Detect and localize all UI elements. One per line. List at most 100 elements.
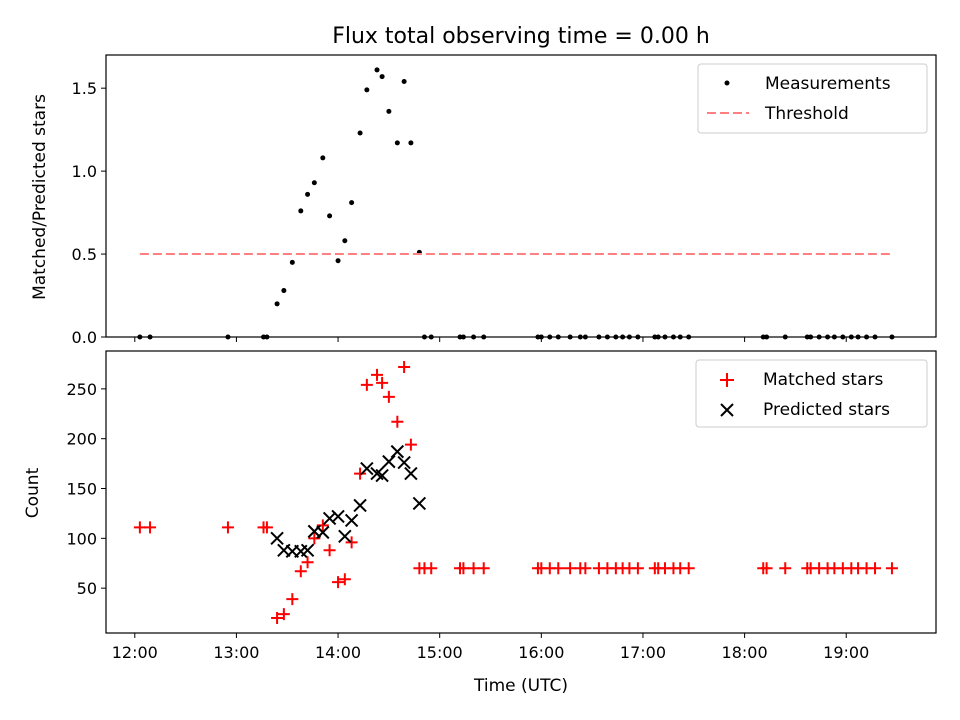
- predicted-star-point: [300, 543, 315, 558]
- legend-matched-marker: [720, 373, 734, 387]
- measurement-point: [379, 74, 385, 80]
- predicted-star-point: [375, 468, 389, 483]
- matched-star-point: [316, 519, 329, 532]
- ratio-axes: 0.0 0.5 1.0 1.5: [72, 79, 847, 347]
- count-y-tick-label: 200: [66, 430, 97, 449]
- matched-star-point: [457, 562, 470, 575]
- matched-star-point: [376, 376, 389, 389]
- matched-star-point: [144, 521, 157, 534]
- measurement-point: [335, 258, 341, 264]
- legend-predicted-marker: [720, 403, 734, 417]
- legend-measurements-marker: [724, 80, 730, 86]
- matched-star-point: [425, 562, 438, 575]
- measurement-point: [320, 155, 326, 161]
- matched-star-point: [398, 360, 411, 373]
- measurement-point: [327, 213, 333, 219]
- legend-matched-label: Matched stars: [763, 370, 883, 390]
- matched-star-point: [467, 562, 480, 575]
- predicted-star-point: [404, 466, 418, 481]
- matched-star-point: [323, 544, 336, 557]
- count-axes: 12:00 13:00 14:00 15:00 16:00 17:00 18:00 19:00…: [66, 380, 869, 662]
- ratio-legend: Measurements Threshold: [697, 63, 928, 134]
- matched-star-point: [631, 562, 644, 575]
- predicted-star-point: [390, 444, 405, 459]
- predicted-star-point: [353, 498, 367, 513]
- measurement-point: [274, 301, 280, 307]
- matched-star-point: [564, 562, 577, 575]
- count-y-axis-label: Count: [23, 467, 43, 518]
- legend-predicted-label: Predicted stars: [763, 400, 890, 420]
- measurement-point: [374, 67, 380, 73]
- ratio-legend-box: [697, 63, 928, 134]
- matched-star-point: [354, 467, 367, 480]
- ratio-y-tick-label: 0.0: [72, 328, 97, 347]
- x-tick-label: 15:00: [417, 643, 463, 662]
- count-y-tick-label: 250: [66, 380, 97, 399]
- matched-star-point: [260, 521, 273, 534]
- x-tick-label: 19:00: [823, 643, 869, 662]
- ratio-y-tick-label: 0.5: [72, 245, 97, 264]
- predicted-star-point: [331, 509, 345, 524]
- matched-star-point: [308, 532, 321, 545]
- ratio-y-tick-label: 1.5: [72, 79, 97, 98]
- matched-star-point: [277, 608, 290, 621]
- matched-star-point: [869, 562, 882, 575]
- count-legend: Matched stars Predicted stars: [695, 359, 928, 428]
- count-legend-box: [695, 359, 928, 428]
- matched-star-point: [294, 565, 307, 578]
- matched-star-point: [382, 390, 395, 403]
- predicted-star-point: [360, 461, 374, 476]
- matched-star-point: [221, 521, 234, 534]
- matched-star-point: [760, 562, 773, 575]
- legend-threshold-label: Threshold: [764, 104, 849, 124]
- matched-star-point: [371, 368, 384, 381]
- measurement-point: [364, 87, 370, 93]
- predicted-star-point: [316, 525, 330, 540]
- predicted-star-point: [412, 496, 427, 511]
- predicted-star-point: [397, 455, 411, 470]
- measurement-point: [357, 130, 363, 136]
- matched-star-point: [286, 593, 299, 606]
- matched-star-point: [682, 562, 695, 575]
- chart-title: Flux total observing time = 0.00 h: [332, 24, 710, 49]
- measurement-point: [298, 208, 304, 214]
- matched-star-point: [332, 576, 345, 589]
- x-tick-label: 12:00: [112, 643, 158, 662]
- matched-star-point: [345, 536, 358, 549]
- matched-star-point: [885, 562, 898, 575]
- ratio-y-axis-label: Matched/Predicted stars: [30, 94, 50, 300]
- ratio-y-tick-label: 1.0: [72, 162, 97, 181]
- matched-star-point: [391, 415, 404, 428]
- matched-star-point: [360, 378, 373, 391]
- matched-star-point: [579, 562, 592, 575]
- matched-star-point: [301, 556, 314, 569]
- matched-star-point: [271, 612, 284, 625]
- measurement-point: [289, 259, 295, 265]
- matched-star-point: [338, 573, 351, 586]
- legend-measurements-label: Measurements: [765, 74, 891, 94]
- matched-star-point: [404, 438, 417, 451]
- measurement-point: [401, 79, 407, 85]
- count-marks: [133, 360, 898, 625]
- x-tick-label: 17:00: [620, 643, 666, 662]
- x-tick-label: 16:00: [518, 643, 564, 662]
- count-y-tick-label: 150: [66, 480, 97, 499]
- ratio-plot-frame: [105, 54, 937, 338]
- matched-star-point: [477, 562, 490, 575]
- predicted-star-point: [382, 454, 396, 469]
- measurement-point: [408, 140, 414, 146]
- predicted-star-point: [270, 531, 284, 546]
- count-panel: 12:00 13:00 14:00 15:00 16:00 17:00 18:00 19:00…: [23, 350, 937, 662]
- matched-star-point: [779, 562, 792, 575]
- predicted-star-point: [344, 513, 359, 528]
- predicted-star-point: [338, 529, 352, 544]
- measurement-point: [394, 140, 400, 146]
- x-tick-label: 14:00: [315, 643, 361, 662]
- matched-star-point: [133, 521, 146, 534]
- count-y-tick-label: 50: [77, 579, 97, 598]
- x-tick-label: 18:00: [722, 643, 768, 662]
- measurement-point: [342, 238, 348, 244]
- matched-star-point: [552, 562, 565, 575]
- ratio-panel: 0.0 0.5 1.0 1.5 Matched/Predicted stars Mea…: [30, 54, 937, 347]
